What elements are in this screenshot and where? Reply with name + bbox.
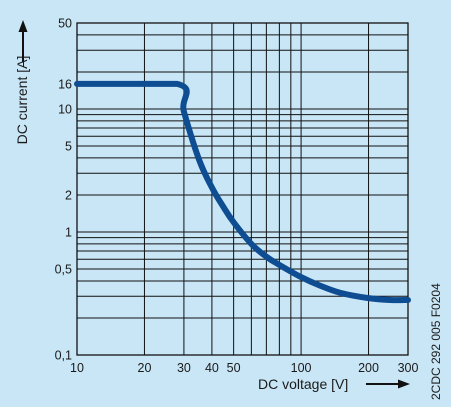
x-tick-label: 40 bbox=[205, 361, 219, 375]
y-tick-label: 50 bbox=[58, 17, 72, 31]
plot-border bbox=[76, 22, 409, 356]
y-tick-label: 1 bbox=[65, 225, 72, 239]
x-axis-label: DC voltage [V] bbox=[258, 376, 348, 392]
y-tick-label: 2 bbox=[65, 188, 72, 202]
y-tick-label: 10 bbox=[58, 102, 72, 116]
x-tick-label: 50 bbox=[227, 361, 241, 375]
series-line bbox=[74, 80, 411, 304]
x-tick-label: 30 bbox=[177, 361, 191, 375]
y-tick-label: 0,1 bbox=[55, 349, 72, 363]
x-tick-label: 10 bbox=[70, 361, 84, 375]
series-layer bbox=[74, 80, 411, 304]
y-arrow-head bbox=[18, 20, 28, 32]
document-code: 2CDC 292 005 F0204 bbox=[429, 283, 443, 400]
x-tick-label: 200 bbox=[358, 361, 379, 375]
y-tick-label: 5 bbox=[65, 140, 72, 154]
x-tick-label: 300 bbox=[398, 361, 419, 375]
y-tick-label: 16 bbox=[58, 77, 72, 91]
tick-labels: 10 20 30 40 50 100 200 300 0,1 0,5 1 2 5 10 16 50 bbox=[55, 17, 419, 376]
y-tick-label: 0,5 bbox=[55, 263, 72, 277]
y-axis-arrow-icon bbox=[18, 20, 28, 62]
y-axis-label: DC current [A] bbox=[14, 56, 30, 145]
x-tick-label: 20 bbox=[138, 361, 152, 375]
x-tick-label: 100 bbox=[291, 361, 312, 375]
x-arrow-head bbox=[398, 379, 410, 389]
x-axis-arrow-icon bbox=[366, 379, 410, 389]
plot-frame bbox=[76, 22, 409, 356]
